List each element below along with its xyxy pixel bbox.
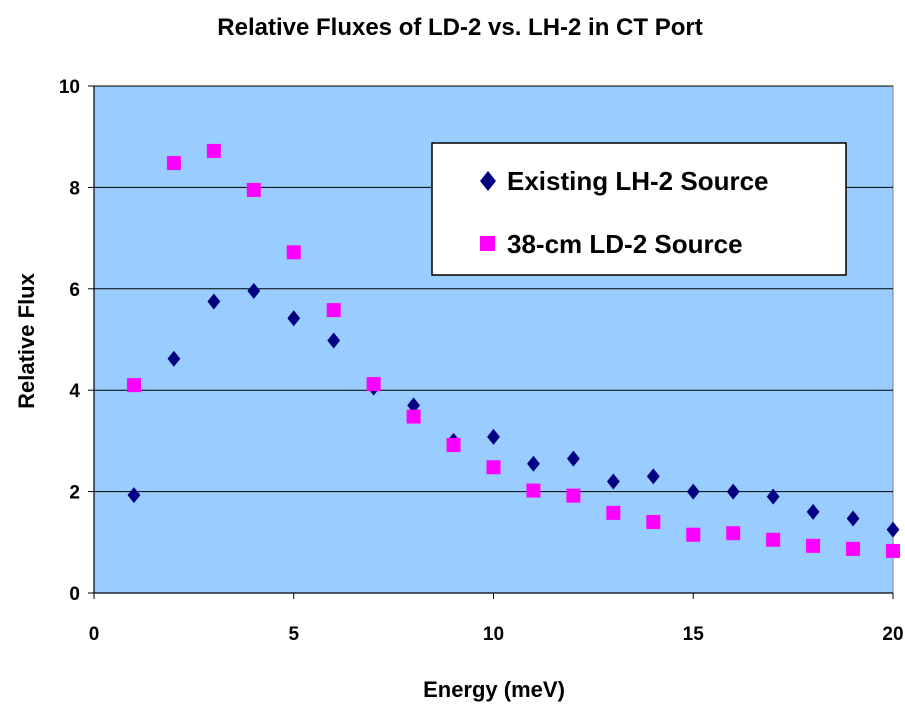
x-axis-label: Energy (meV) bbox=[423, 677, 565, 702]
point-lh2 bbox=[886, 521, 900, 538]
point-ld2 bbox=[726, 526, 741, 541]
point-lh2 bbox=[287, 310, 301, 327]
point-lh2 bbox=[606, 473, 620, 490]
point-lh2 bbox=[766, 488, 780, 505]
point-ld2 bbox=[646, 515, 661, 530]
legend-label-ld2: 38-cm LD-2 Source bbox=[507, 229, 743, 259]
point-lh2 bbox=[527, 455, 540, 472]
point-ld2 bbox=[486, 460, 501, 475]
y-tick-label: 0 bbox=[69, 584, 80, 605]
point-ld2 bbox=[686, 527, 701, 542]
point-ld2 bbox=[286, 245, 301, 260]
legend-marker-lh2 bbox=[480, 171, 496, 191]
point-lh2 bbox=[686, 483, 700, 500]
x-tick-label: 10 bbox=[483, 624, 504, 645]
point-ld2 bbox=[446, 437, 461, 452]
point-ld2 bbox=[606, 505, 621, 520]
point-ld2 bbox=[846, 541, 861, 556]
point-lh2 bbox=[487, 428, 500, 445]
point-ld2 bbox=[406, 409, 421, 424]
point-lh2 bbox=[806, 503, 820, 520]
point-lh2 bbox=[646, 468, 660, 485]
point-lh2 bbox=[127, 487, 141, 504]
x-tick-label: 20 bbox=[882, 624, 903, 645]
point-ld2 bbox=[566, 488, 581, 503]
tick-labels: 0 2 4 6 8 10 0 5 10 15 20 bbox=[59, 77, 904, 645]
axes bbox=[88, 85, 894, 599]
legend-box bbox=[431, 142, 847, 276]
legend: Existing LH-2 Source 38-cm LD-2 Source bbox=[431, 142, 847, 276]
point-ld2 bbox=[886, 543, 900, 558]
x-tick-label: 0 bbox=[89, 624, 100, 645]
y-tick-label: 2 bbox=[69, 483, 80, 504]
point-lh2 bbox=[247, 282, 261, 299]
point-lh2 bbox=[846, 510, 860, 527]
point-ld2 bbox=[166, 156, 181, 171]
legend-label-lh2: Existing LH-2 Source bbox=[507, 166, 769, 196]
y-tick-label: 10 bbox=[59, 77, 80, 98]
point-ld2 bbox=[766, 532, 781, 547]
y-tick-label: 4 bbox=[69, 381, 80, 402]
y-axis-label: Relative Flux bbox=[14, 272, 39, 408]
data-points bbox=[126, 143, 900, 558]
point-lh2 bbox=[167, 350, 181, 367]
legend-marker-ld2 bbox=[480, 236, 495, 251]
point-lh2 bbox=[726, 483, 740, 500]
point-lh2 bbox=[327, 332, 341, 349]
point-lh2 bbox=[407, 397, 420, 414]
x-tick-label: 5 bbox=[288, 624, 299, 645]
gridlines bbox=[94, 85, 893, 493]
point-ld2 bbox=[366, 377, 381, 392]
point-lh2 bbox=[207, 293, 221, 310]
y-tick-label: 8 bbox=[69, 178, 80, 199]
chart-title: Relative Fluxes of LD-2 vs. LH-2 in CT P… bbox=[217, 14, 702, 41]
point-ld2 bbox=[246, 182, 261, 197]
y-tick-label: 6 bbox=[69, 280, 80, 301]
point-lh2 bbox=[567, 450, 580, 467]
point-ld2 bbox=[206, 143, 221, 158]
point-ld2 bbox=[806, 538, 821, 553]
point-ld2 bbox=[526, 483, 541, 498]
point-ld2 bbox=[126, 378, 141, 393]
x-tick-label: 15 bbox=[683, 624, 705, 645]
point-ld2 bbox=[326, 303, 341, 318]
